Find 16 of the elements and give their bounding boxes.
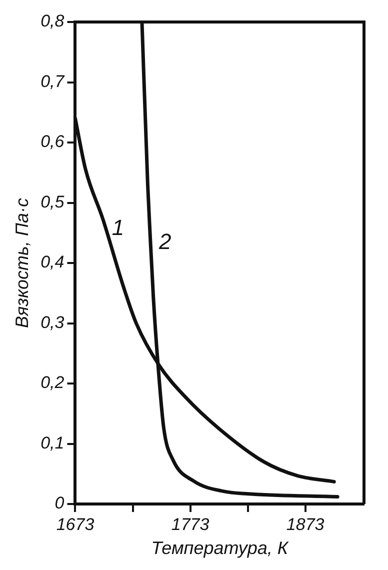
y-tick-label: 0,4 — [40, 252, 64, 272]
y-tick-label: 0,1 — [40, 433, 64, 452]
y-tick-label: 0,6 — [40, 132, 65, 152]
x-tick-label: 1873 — [286, 514, 325, 534]
x-axis-title: Температура, К — [151, 538, 290, 558]
y-axis-title: Вязкость, Па·с — [12, 198, 32, 328]
y-tick-label: 0,2 — [40, 373, 65, 392]
x-tick-label: 1673 — [56, 514, 95, 534]
y-tick-label: 0,5 — [40, 192, 65, 212]
series-label: 2 — [158, 229, 172, 254]
y-tick-label: 0,8 — [40, 12, 65, 31]
y-tick-label: 0,7 — [40, 72, 65, 91]
series-label: 1 — [112, 215, 124, 240]
x-tick-label: 1773 — [171, 514, 210, 534]
y-tick-label: 0,3 — [40, 312, 65, 332]
y-tick-label: 0 — [54, 494, 65, 513]
